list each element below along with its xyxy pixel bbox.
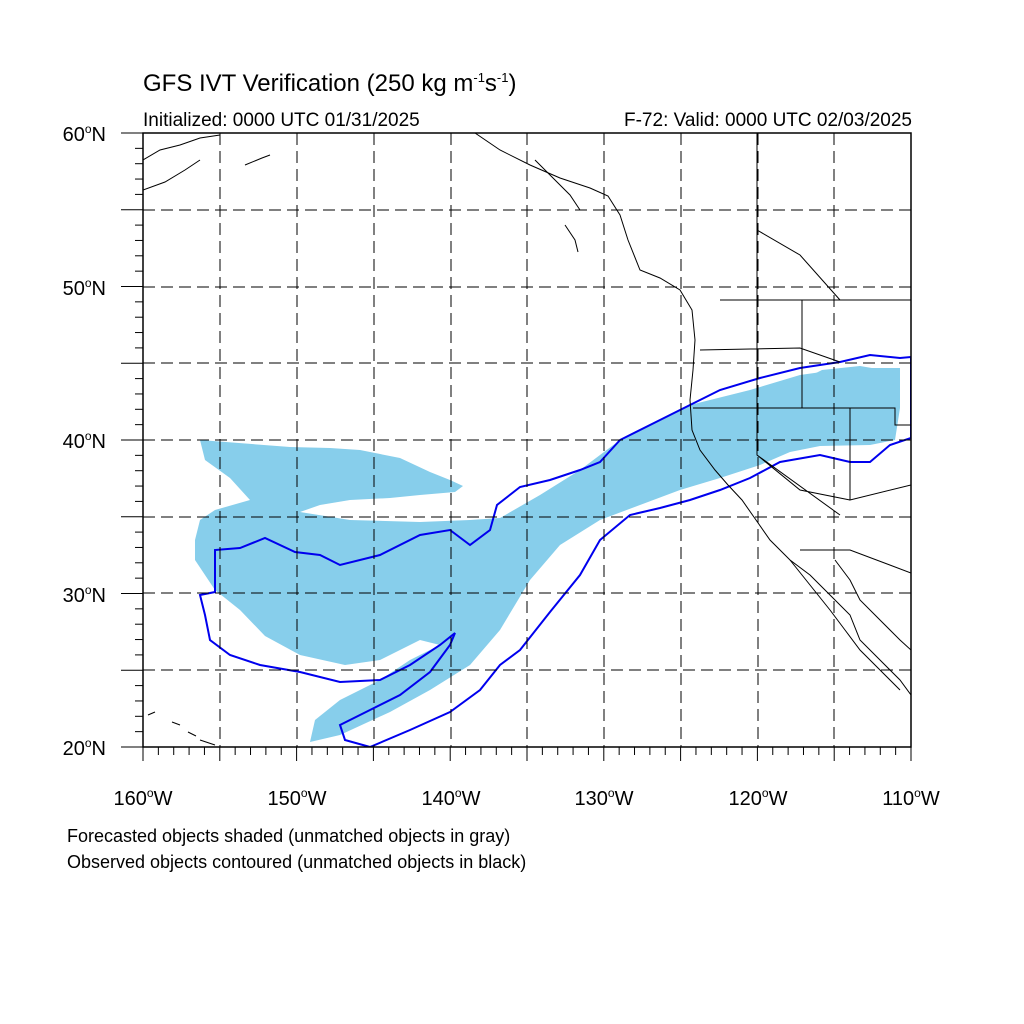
lon-label-110w: 110oW xyxy=(882,786,940,810)
lat-label-40n: 40oN xyxy=(62,429,106,453)
lat-label-20n: 20oN xyxy=(62,736,106,760)
forecast-ivt-small-object xyxy=(806,366,895,386)
baja-california-coastline xyxy=(789,559,911,691)
map-title: GFS IVT Verification (250 kg m-1s-1) xyxy=(143,70,517,97)
lon-label-160w: 160oW xyxy=(113,786,173,810)
valid-time-subtitle: F-72: Valid: 0000 UTC 02/03/2025 xyxy=(624,110,912,131)
forecast-legend-note: Forecasted objects shaded (unmatched obj… xyxy=(67,826,511,846)
forecast-ivt-main-object xyxy=(195,368,900,742)
us-state-borders xyxy=(693,133,911,574)
axis-ticks xyxy=(121,132,912,761)
init-time-subtitle: Initialized: 0000 UTC 01/31/2025 xyxy=(143,110,420,131)
observed-ivt-main-contour xyxy=(198,353,911,747)
observed-legend-note: Observed objects contoured (unmatched ob… xyxy=(67,852,527,872)
lat-label-50n: 50oN xyxy=(62,276,106,300)
alaska-coastline xyxy=(143,134,581,253)
hawaii-islands xyxy=(147,711,216,746)
lat-label-30n: 30oN xyxy=(62,583,106,607)
lat-label-60n: 60oN xyxy=(62,122,106,146)
north-america-coastline xyxy=(474,133,911,696)
lat-lon-grid xyxy=(143,133,911,747)
lon-label-140w: 140oW xyxy=(421,786,481,810)
lon-label-120w: 120oW xyxy=(728,786,788,810)
lon-label-150w: 150oW xyxy=(267,786,327,810)
lon-label-130w: 130oW xyxy=(574,786,634,810)
